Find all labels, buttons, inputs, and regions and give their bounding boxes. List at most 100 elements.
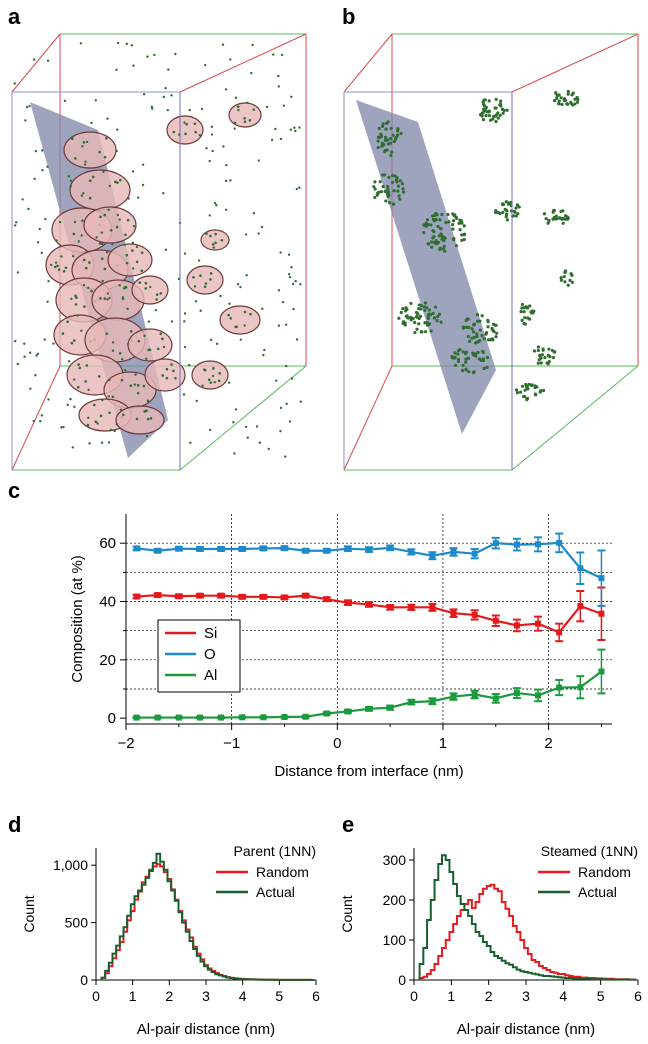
al-atom <box>99 297 102 300</box>
al-atom <box>106 298 109 301</box>
al-atom <box>466 334 470 339</box>
al-atom <box>472 335 476 339</box>
data-point <box>492 617 499 624</box>
data-point <box>492 540 499 547</box>
al-atom <box>431 311 435 316</box>
al-atom <box>396 127 400 131</box>
al-atom <box>47 280 50 283</box>
y-tick-label: 100 <box>383 932 407 948</box>
al-atom <box>428 312 432 316</box>
al-atom <box>82 283 86 287</box>
al-atom <box>280 53 284 57</box>
al-atom <box>274 127 277 131</box>
al-atom <box>426 316 430 320</box>
al-atom <box>115 68 118 71</box>
al-atom <box>397 316 401 320</box>
al-atom <box>14 339 17 343</box>
al-atom <box>569 272 573 276</box>
data-point <box>260 593 267 600</box>
al-atom <box>480 334 484 338</box>
al-atom <box>277 74 280 78</box>
al-atom <box>208 428 212 432</box>
x-tick-label: 5 <box>597 988 605 1004</box>
data-point <box>260 714 267 721</box>
x-tick-label: 2 <box>165 988 173 1004</box>
al-atom <box>155 298 158 301</box>
al-atom <box>426 323 431 327</box>
al-atom <box>129 330 133 333</box>
al-atom <box>381 173 385 177</box>
al-atom <box>150 105 154 109</box>
data-point <box>598 575 605 582</box>
al-atom <box>285 402 288 406</box>
al-atom <box>464 368 468 372</box>
al-atom <box>103 267 107 271</box>
al-atom <box>34 149 38 153</box>
al-atom <box>522 310 526 314</box>
al-atom <box>118 218 121 221</box>
y-tick-label: 200 <box>383 892 407 908</box>
al-atom <box>467 370 471 374</box>
legend-label: Random <box>256 864 309 880</box>
cluster-isosurface <box>191 360 229 390</box>
data-point <box>154 547 161 554</box>
al-atom <box>67 360 71 363</box>
data-point <box>366 546 372 553</box>
al-atom <box>85 364 89 367</box>
al-atom <box>429 240 433 244</box>
al-atom <box>166 108 170 112</box>
al-atom <box>135 417 139 421</box>
al-atom <box>90 121 93 125</box>
al-atom <box>84 160 87 163</box>
al-atom <box>224 208 228 212</box>
al-atom <box>483 98 487 102</box>
al-atom <box>34 374 37 377</box>
al-atom <box>122 413 125 417</box>
al-atom <box>111 341 115 344</box>
y-tick-label: 20 <box>99 652 116 669</box>
panel-e-label: e <box>342 812 355 837</box>
al-atom <box>135 245 139 249</box>
al-atom <box>553 99 557 103</box>
cluster-isosurface <box>63 131 117 169</box>
data-point <box>196 546 203 552</box>
al-atom <box>573 97 577 101</box>
al-atom <box>493 106 497 110</box>
al-atom <box>87 416 90 420</box>
al-atom <box>252 212 256 215</box>
al-atom <box>265 105 269 109</box>
data-point <box>492 695 499 702</box>
al-atom <box>422 305 426 309</box>
al-atom <box>184 132 187 136</box>
data-point <box>366 601 372 608</box>
al-atom <box>36 241 40 244</box>
data-point <box>598 668 605 675</box>
al-atom <box>461 326 465 330</box>
al-atom <box>149 416 153 420</box>
al-atom <box>472 371 476 375</box>
al-atom <box>498 211 502 216</box>
al-atom <box>257 232 260 235</box>
al-atom <box>24 119 27 122</box>
al-atom <box>513 210 517 214</box>
al-atom <box>94 420 98 424</box>
al-atom <box>116 41 120 45</box>
al-atom <box>103 155 107 159</box>
legend-label: Actual <box>256 884 295 900</box>
al-atom <box>570 280 574 284</box>
al-atom <box>76 314 79 317</box>
panel-d-label: d <box>8 812 22 837</box>
al-atom <box>386 187 390 192</box>
al-atom <box>425 320 429 324</box>
al-atom <box>141 163 145 167</box>
al-atom <box>544 216 548 221</box>
data-point <box>218 546 225 552</box>
al-atom <box>105 251 109 254</box>
al-atom <box>236 105 240 108</box>
al-atom <box>88 196 92 200</box>
al-atom <box>484 113 488 118</box>
x-tick-label: 1 <box>439 735 447 752</box>
al-atom <box>224 179 228 183</box>
al-atom <box>125 253 129 257</box>
